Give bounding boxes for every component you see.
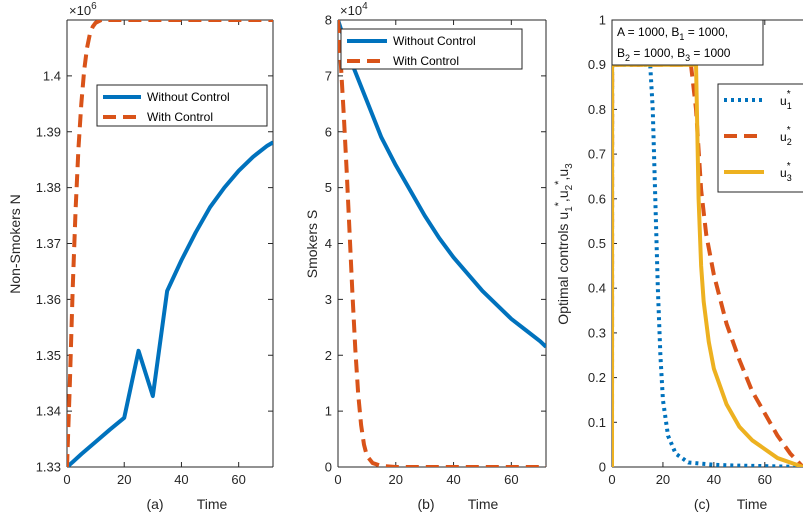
chart-panel-3: 0 0.1 0.2 0.3 0.4 0.5 0.6 0.7 0.8 0.9 1 0 20 40 60 (c) T… (588, 13, 803, 512)
legend-label: Without Control (393, 34, 476, 48)
y-tick-label: 0.6 (588, 191, 606, 206)
y-axis-label: Smokers S (304, 210, 320, 278)
y-tick-label: 0 (599, 460, 606, 475)
axis-exponent-label: ×106 (69, 1, 97, 18)
annotation-line-1: A = 1000, B1 = 1000, (617, 25, 728, 42)
legend-panel-c: u1* u2* u3* (717, 83, 803, 193)
y-tick-label: 0.1 (588, 415, 606, 430)
legend-label: With Control (147, 110, 213, 124)
y-tick-label: 2 (325, 348, 332, 363)
y-tick-label: 1.39 (36, 124, 61, 139)
y-axis-label: Optimal controls u1*,u2*,u3 (553, 163, 575, 325)
x-axis-label: Time (737, 496, 768, 512)
series-line-u2- (612, 62, 803, 467)
y-tick-label: 0.9 (588, 57, 606, 72)
series-line-u3- (612, 62, 803, 467)
x-tick-label: 0 (334, 472, 341, 487)
x-tick-label: 20 (389, 472, 403, 487)
series-line-with-control (67, 20, 273, 467)
axis-exponent-label: ×104 (340, 1, 368, 18)
y-tick-label: 0.4 (588, 281, 606, 296)
y-tick-label: 1.33 (36, 460, 61, 475)
y-axis-label: Non-Smokers N (7, 194, 23, 294)
series-group (67, 20, 273, 467)
annotation-frame (611, 19, 764, 66)
y-tick-label: 0.8 (588, 102, 606, 117)
annotation-box: A = 1000, B1 = 1000, B2 = 1000, B3 = 1000 (611, 19, 764, 66)
y-tick-label: 0.5 (588, 236, 606, 251)
y-tick-label: 6 (325, 124, 332, 139)
y-tick-label: 1 (325, 404, 332, 419)
chart-panel-2: 0 1 2 3 4 5 6 7 8 0 20 40 60 ×104 (b) Time (325, 1, 547, 512)
legend-label: u3* (780, 161, 792, 183)
series-line-u1- (612, 62, 803, 467)
x-tick-label: 60 (504, 472, 518, 487)
series-line-without-control (67, 140, 273, 467)
y-tick-label: 8 (325, 13, 332, 28)
y-tick-label: 1.34 (36, 404, 61, 419)
y-tick-label: 1 (599, 13, 606, 28)
x-tick-label: 20 (656, 472, 670, 487)
legend-label: u1* (780, 89, 792, 111)
legend-panel-a: Without Control With Control (96, 84, 268, 127)
y-tick-label: 7 (325, 68, 332, 83)
y-tick-label: 1.36 (36, 292, 61, 307)
y-tick-label: 1.37 (36, 236, 61, 251)
panel-label: (c) (694, 496, 710, 512)
x-axis-label: Time (468, 496, 499, 512)
chart-panel-1: 1.33 1.34 1.35 1.36 1.37 1.38 1.39 1.4 0 20 40 60 ×1… (36, 1, 274, 512)
x-tick-label: 40 (174, 472, 188, 487)
legend-label: Without Control (147, 90, 230, 104)
y-tick-label: 0.7 (588, 147, 606, 162)
legend-label: u2* (780, 125, 792, 147)
legend-box (340, 28, 523, 70)
y-tick-label: 1.4 (43, 68, 61, 83)
y-tick-label: 0.3 (588, 325, 606, 340)
y-tick-label: 0.2 (588, 370, 606, 385)
y-tick-label: 1.35 (36, 348, 61, 363)
legend-box (96, 84, 268, 127)
legend-panel-b: Without Control With Control (340, 28, 523, 70)
x-tick-label: 0 (63, 472, 70, 487)
x-axis-label: Time (197, 496, 228, 512)
series-group (338, 20, 546, 467)
x-tick-label: 0 (608, 472, 615, 487)
y-tick-label: 3 (325, 292, 332, 307)
x-tick-label: 40 (446, 472, 460, 487)
annotation-line-2: B2 = 1000, B3 = 1000 (617, 46, 731, 63)
legend-label: With Control (393, 54, 459, 68)
x-tick-label: 60 (758, 472, 772, 487)
series-group (612, 62, 803, 467)
x-tick-label: 40 (707, 472, 721, 487)
panel-label: (a) (146, 496, 163, 512)
panel-label: (b) (417, 496, 434, 512)
y-tick-label: 4 (325, 236, 332, 251)
series-line-without-control (338, 20, 546, 349)
y-tick-label: 1.38 (36, 180, 61, 195)
series-line-with-control (338, 20, 546, 467)
x-tick-label: 20 (117, 472, 131, 487)
x-tick-label: 60 (231, 472, 245, 487)
y-tick-label: 5 (325, 180, 332, 195)
y-tick-label: 0 (325, 460, 332, 475)
